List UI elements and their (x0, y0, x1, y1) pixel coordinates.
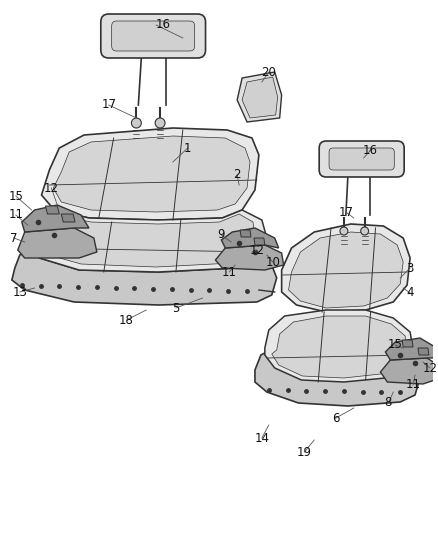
Text: 11: 11 (8, 208, 23, 222)
Text: 5: 5 (172, 302, 180, 314)
Text: 10: 10 (265, 255, 280, 269)
Polygon shape (272, 316, 406, 378)
Text: 15: 15 (388, 338, 403, 351)
Polygon shape (418, 348, 429, 355)
Text: 1: 1 (184, 141, 191, 155)
Polygon shape (240, 230, 251, 237)
Text: 17: 17 (339, 206, 353, 219)
Text: 14: 14 (254, 432, 269, 445)
Polygon shape (385, 338, 438, 360)
Text: 17: 17 (101, 99, 116, 111)
Text: 11: 11 (222, 265, 237, 279)
Polygon shape (289, 232, 403, 308)
Circle shape (340, 227, 348, 235)
Polygon shape (255, 348, 420, 406)
Polygon shape (38, 214, 255, 267)
Polygon shape (22, 205, 89, 232)
Polygon shape (242, 77, 278, 118)
Text: 12: 12 (249, 244, 265, 256)
Polygon shape (12, 248, 277, 305)
Text: 9: 9 (218, 229, 225, 241)
Text: 12: 12 (44, 182, 59, 195)
Polygon shape (30, 210, 267, 272)
Text: 20: 20 (261, 66, 276, 78)
Text: 18: 18 (119, 313, 134, 327)
Polygon shape (42, 128, 259, 220)
Polygon shape (46, 206, 59, 214)
Text: 16: 16 (156, 19, 171, 31)
Text: 8: 8 (385, 397, 392, 409)
Circle shape (131, 118, 141, 128)
Text: 15: 15 (8, 190, 23, 203)
Polygon shape (381, 358, 438, 384)
Polygon shape (18, 228, 97, 258)
Text: 11: 11 (406, 378, 420, 392)
FancyBboxPatch shape (319, 141, 404, 177)
Polygon shape (265, 310, 413, 382)
Text: 7: 7 (10, 231, 18, 245)
Polygon shape (282, 224, 410, 312)
Polygon shape (61, 214, 75, 222)
Text: 13: 13 (12, 286, 27, 298)
FancyBboxPatch shape (112, 21, 194, 51)
Polygon shape (254, 238, 265, 245)
Polygon shape (221, 228, 279, 248)
Polygon shape (402, 340, 413, 347)
Text: 19: 19 (297, 446, 312, 458)
Polygon shape (215, 245, 284, 270)
FancyBboxPatch shape (101, 14, 205, 58)
Text: 4: 4 (406, 287, 414, 300)
Text: 2: 2 (233, 168, 241, 182)
FancyBboxPatch shape (329, 148, 394, 170)
Text: 16: 16 (363, 143, 378, 157)
Polygon shape (53, 136, 250, 212)
Circle shape (360, 227, 369, 235)
Polygon shape (237, 72, 282, 122)
Text: 12: 12 (422, 361, 438, 375)
Circle shape (155, 118, 165, 128)
Text: 3: 3 (406, 262, 414, 274)
Text: 6: 6 (332, 411, 340, 424)
